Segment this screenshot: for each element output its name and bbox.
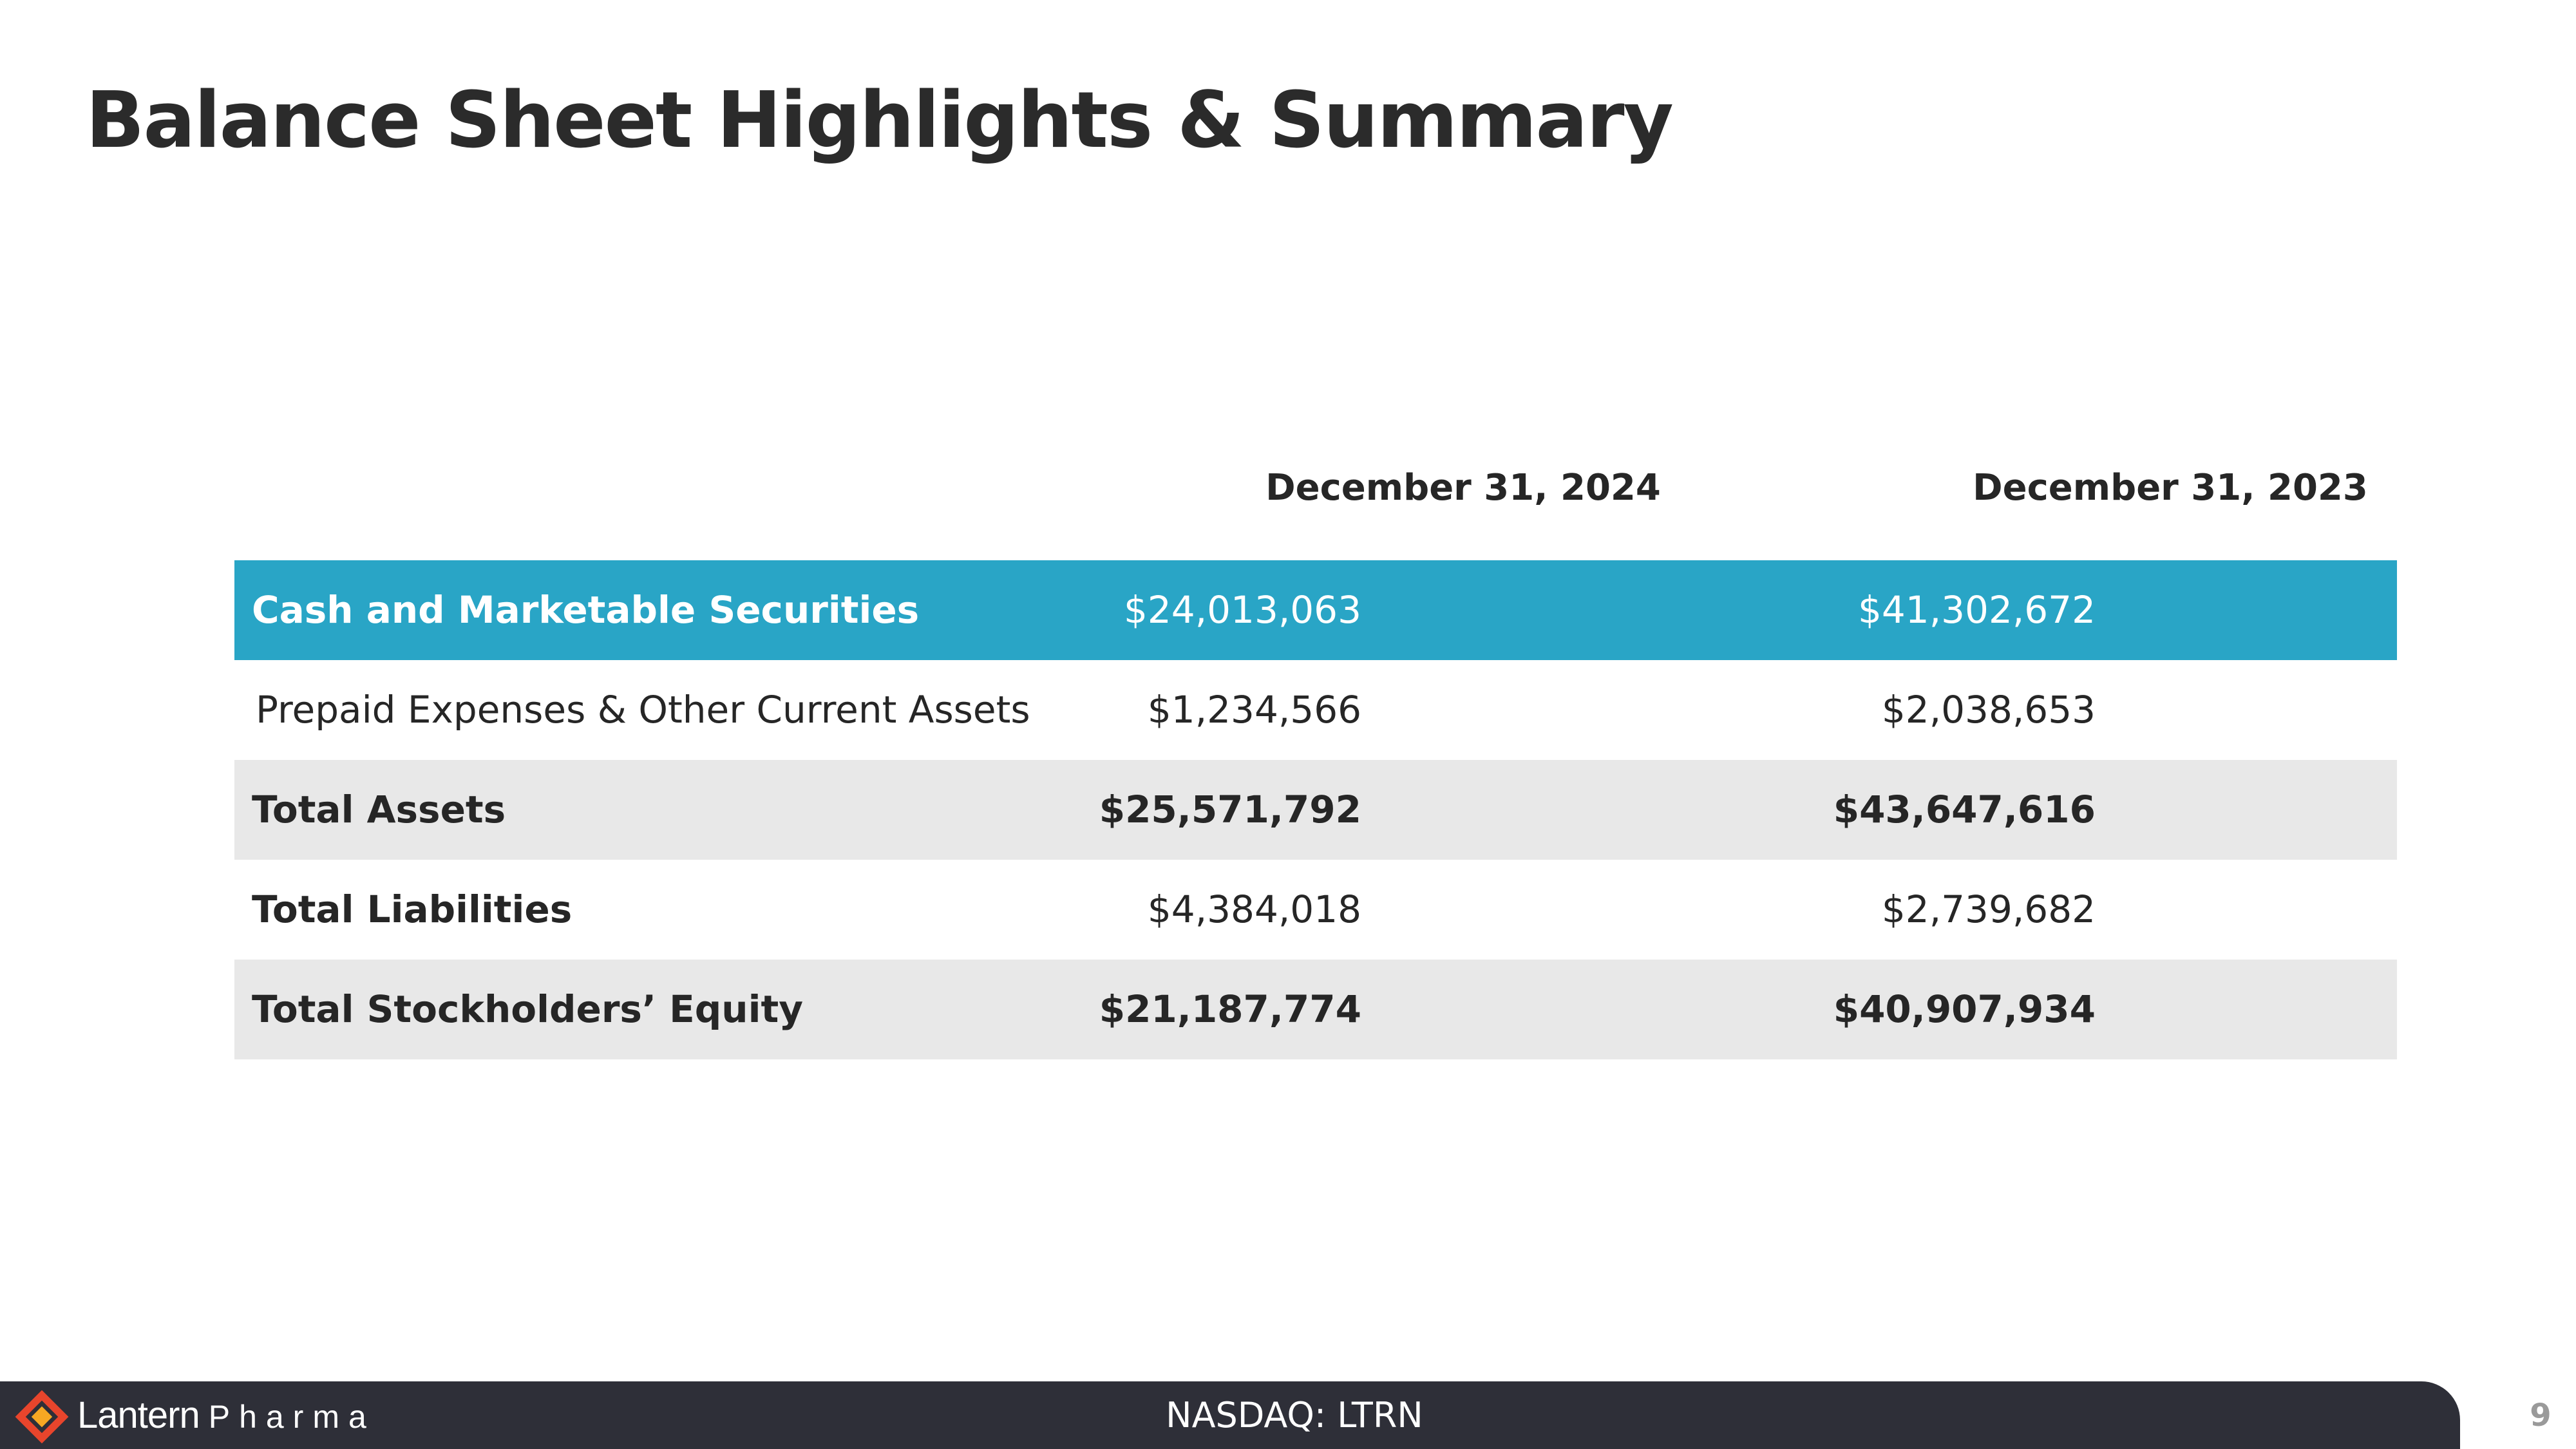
row-label: Cash and Marketable Securities [252,588,920,632]
page-number: 9 [2530,1397,2552,1434]
row-label: Prepaid Expenses & Other Current Assets [256,688,1030,732]
row-label: Total Assets [252,788,506,831]
nasdaq-ticker: NASDAQ: LTRN [1166,1395,1423,1435]
row-label: Total Liabilities [252,887,573,931]
page-title: Balance Sheet Highlights & Summary [86,76,1674,166]
logo-word-pharma: Pharma [208,1399,375,1435]
value-2023: $2,739,682 [1881,887,2096,931]
column-header-2024: December 31, 2024 [1265,467,1661,509]
company-logo: Lantern Pharma [77,1393,375,1438]
footer-bar: Lantern Pharma NASDAQ: LTRN [0,1381,2460,1449]
value-2024: $1,234,566 [1147,688,1361,732]
table-row: Total Liabilities $4,384,018 $2,739,682 [234,860,2397,960]
value-2023: $2,038,653 [1881,688,2096,732]
value-2024: $21,187,774 [1099,987,1361,1031]
lantern-logo-icon [15,1390,69,1444]
balance-sheet-table: Cash and Marketable Securities $24,013,0… [234,560,2397,1059]
value-2023: $40,907,934 [1833,987,2096,1031]
table-row: Prepaid Expenses & Other Current Assets … [234,660,2397,760]
row-label: Total Stockholders’ Equity [252,987,804,1031]
table-row: Total Assets $25,571,792 $43,647,616 [234,760,2397,860]
table-row: Total Stockholders’ Equity $21,187,774 $… [234,960,2397,1059]
value-2023: $41,302,672 [1858,588,2096,632]
value-2024: $25,571,792 [1099,788,1361,831]
table-row: Cash and Marketable Securities $24,013,0… [234,560,2397,660]
logo-word-lantern: Lantern [77,1394,200,1436]
value-2024: $4,384,018 [1147,887,1361,931]
column-header-2023: December 31, 2023 [1973,467,2368,509]
value-2023: $43,647,616 [1833,788,2096,831]
value-2024: $24,013,063 [1124,588,1361,632]
